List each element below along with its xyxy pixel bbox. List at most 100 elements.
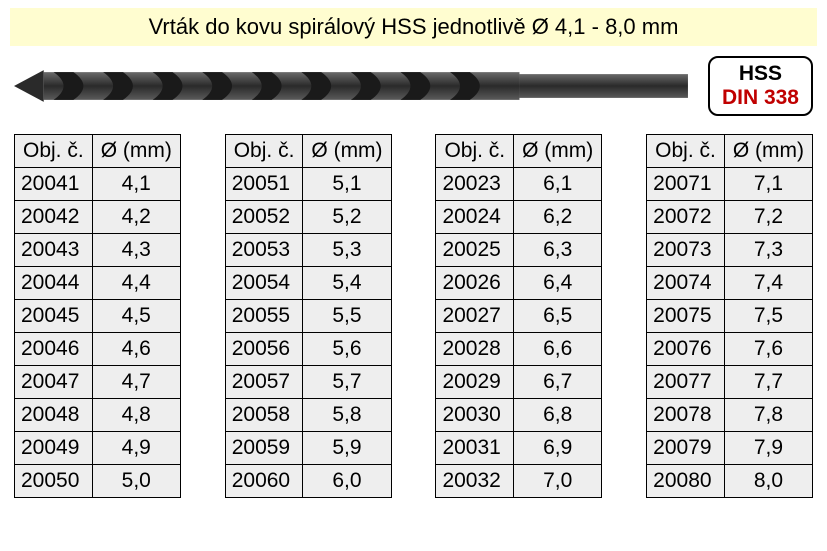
table-row: 200535,3 — [225, 234, 391, 267]
table-row: 200717,1 — [647, 168, 813, 201]
table-row: 200236,1 — [436, 168, 602, 201]
cell-code: 20028 — [436, 333, 514, 366]
table-row: 200727,2 — [647, 201, 813, 234]
table-row: 200494,9 — [15, 432, 181, 465]
cell-code: 20045 — [15, 300, 93, 333]
table-row: 200515,1 — [225, 168, 391, 201]
cell-code: 20077 — [647, 366, 725, 399]
badge-din: DIN 338 — [722, 86, 799, 110]
cell-diameter: 5,0 — [92, 465, 180, 498]
cell-diameter: 7,8 — [724, 399, 812, 432]
cell-diameter: 7,7 — [724, 366, 812, 399]
cell-diameter: 6,9 — [514, 432, 602, 465]
cell-diameter: 7,3 — [724, 234, 812, 267]
table-row: 200757,5 — [647, 300, 813, 333]
cell-diameter: 5,1 — [303, 168, 391, 201]
cell-diameter: 4,1 — [92, 168, 180, 201]
cell-code: 20043 — [15, 234, 93, 267]
size-table-1: Obj. č. Ø (mm) 200414,1200424,2200434,32… — [14, 134, 181, 498]
table-row: 200808,0 — [647, 465, 813, 498]
cell-diameter: 6,2 — [514, 201, 602, 234]
cell-diameter: 5,4 — [303, 267, 391, 300]
cell-code: 20056 — [225, 333, 303, 366]
col-header-diameter: Ø (mm) — [724, 135, 812, 168]
cell-code: 20046 — [15, 333, 93, 366]
cell-code: 20072 — [647, 201, 725, 234]
cell-diameter: 7,9 — [724, 432, 812, 465]
cell-code: 20042 — [15, 201, 93, 234]
table-row: 200256,3 — [436, 234, 602, 267]
table-row: 200296,7 — [436, 366, 602, 399]
col-header-diameter: Ø (mm) — [92, 135, 180, 168]
cell-code: 20080 — [647, 465, 725, 498]
cell-code: 20023 — [436, 168, 514, 201]
table-row: 200484,8 — [15, 399, 181, 432]
cell-diameter: 5,3 — [303, 234, 391, 267]
size-table-4: Obj. č. Ø (mm) 200717,1200727,2200737,32… — [646, 134, 813, 498]
table-row: 200787,8 — [647, 399, 813, 432]
table-row: 200777,7 — [647, 366, 813, 399]
cell-diameter: 6,3 — [514, 234, 602, 267]
cell-code: 20041 — [15, 168, 93, 201]
badge-hss: HSS — [722, 62, 799, 86]
cell-diameter: 7,6 — [724, 333, 812, 366]
page-title: Vrták do kovu spirálový HSS jednotlivě Ø… — [10, 8, 817, 46]
cell-code: 20029 — [436, 366, 514, 399]
table-row: 200505,0 — [15, 465, 181, 498]
col-header-diameter: Ø (mm) — [514, 135, 602, 168]
table-row: 200565,6 — [225, 333, 391, 366]
cell-diameter: 5,9 — [303, 432, 391, 465]
cell-code: 20050 — [15, 465, 93, 498]
cell-diameter: 4,4 — [92, 267, 180, 300]
cell-code: 20026 — [436, 267, 514, 300]
table-row: 200797,9 — [647, 432, 813, 465]
cell-diameter: 7,5 — [724, 300, 812, 333]
cell-diameter: 6,5 — [514, 300, 602, 333]
cell-diameter: 7,0 — [514, 465, 602, 498]
cell-code: 20030 — [436, 399, 514, 432]
cell-code: 20049 — [15, 432, 93, 465]
table-row: 200595,9 — [225, 432, 391, 465]
cell-code: 20031 — [436, 432, 514, 465]
table-row: 200246,2 — [436, 201, 602, 234]
cell-diameter: 7,1 — [724, 168, 812, 201]
table-row: 200454,5 — [15, 300, 181, 333]
cell-diameter: 6,4 — [514, 267, 602, 300]
cell-diameter: 6,7 — [514, 366, 602, 399]
table-row: 200606,0 — [225, 465, 391, 498]
col-header-code: Obj. č. — [15, 135, 93, 168]
cell-code: 20058 — [225, 399, 303, 432]
table-row: 200545,4 — [225, 267, 391, 300]
cell-diameter: 5,8 — [303, 399, 391, 432]
cell-diameter: 6,1 — [514, 168, 602, 201]
table-row: 200424,2 — [15, 201, 181, 234]
table-row: 200434,3 — [15, 234, 181, 267]
cell-code: 20053 — [225, 234, 303, 267]
cell-code: 20059 — [225, 432, 303, 465]
cell-code: 20052 — [225, 201, 303, 234]
table-row: 200747,4 — [647, 267, 813, 300]
cell-code: 20071 — [647, 168, 725, 201]
cell-diameter: 4,6 — [92, 333, 180, 366]
table-row: 200575,7 — [225, 366, 391, 399]
table-row: 200474,7 — [15, 366, 181, 399]
table-row: 200737,3 — [647, 234, 813, 267]
cell-code: 20078 — [647, 399, 725, 432]
table-row: 200276,5 — [436, 300, 602, 333]
cell-diameter: 4,9 — [92, 432, 180, 465]
col-header-code: Obj. č. — [225, 135, 303, 168]
cell-code: 20055 — [225, 300, 303, 333]
cell-code: 20074 — [647, 267, 725, 300]
cell-code: 20047 — [15, 366, 93, 399]
cell-diameter: 6,8 — [514, 399, 602, 432]
cell-diameter: 5,5 — [303, 300, 391, 333]
size-table-2: Obj. č. Ø (mm) 200515,1200525,2200535,32… — [225, 134, 392, 498]
table-row: 200767,6 — [647, 333, 813, 366]
cell-diameter: 7,4 — [724, 267, 812, 300]
cell-diameter: 6,0 — [303, 465, 391, 498]
cell-code: 20032 — [436, 465, 514, 498]
cell-code: 20057 — [225, 366, 303, 399]
standard-badge: HSS DIN 338 — [708, 56, 813, 116]
cell-diameter: 5,6 — [303, 333, 391, 366]
cell-diameter: 4,7 — [92, 366, 180, 399]
